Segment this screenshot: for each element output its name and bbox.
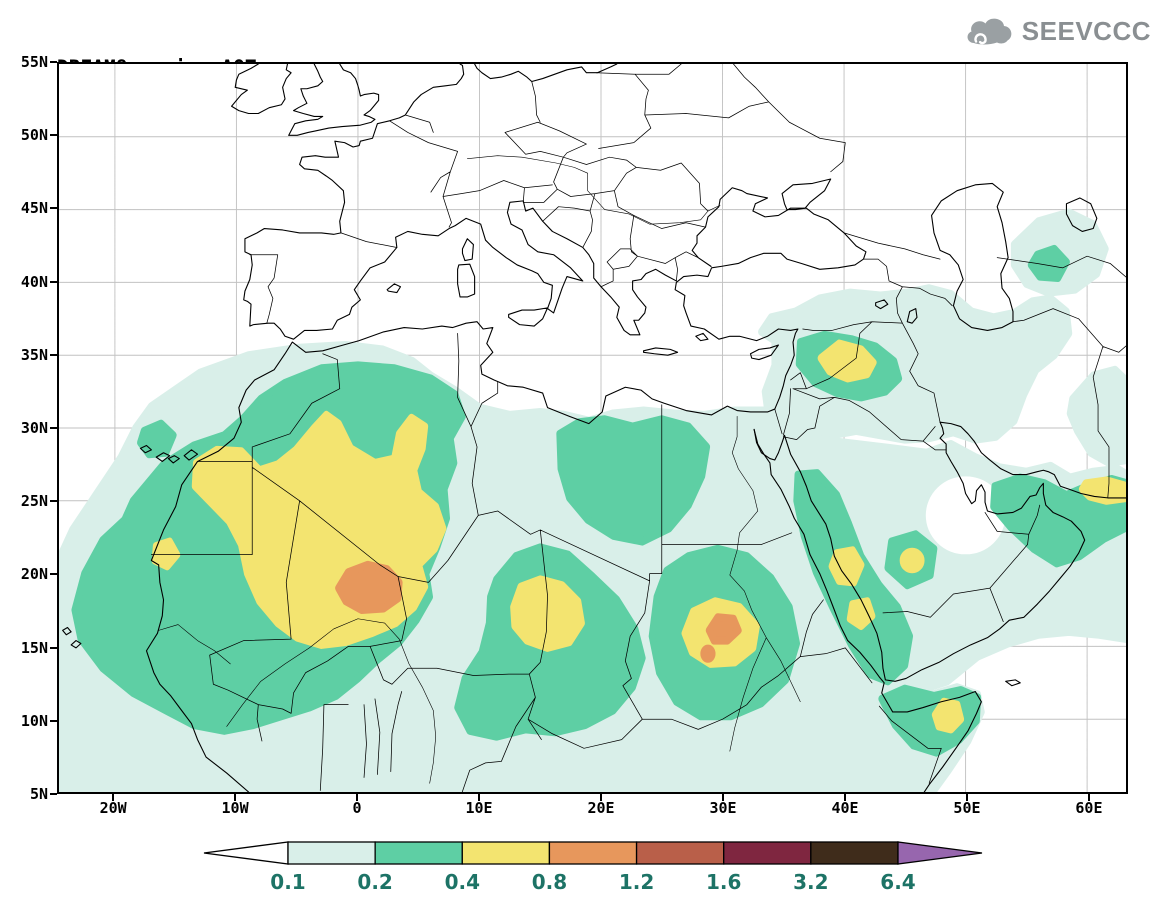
lat-tick [50,793,57,795]
lat-tick [50,646,57,649]
lon-tick [965,794,968,801]
colorbar-tick-label: 3.2 [793,870,828,894]
coast-europe [244,64,677,339]
seevccc-logo: SEEVCCC [963,14,1151,48]
lon-tick-label: 10E [465,799,493,817]
lon-tick-label: 30E [709,799,737,817]
lat-tick-label: 20N [20,565,48,584]
lon-tick-label: 40E [831,799,859,817]
lat-tick-label: 50N [20,126,48,145]
colorbar-segment [635,841,725,865]
lat-tick [50,353,57,356]
lon-tick-label: 20W [99,799,127,817]
colorbar-tick-label: 1.2 [619,870,654,894]
colorbar-segment [810,841,899,865]
aot-band-0.4-asir [846,597,876,631]
colorbar-right-arrow [897,841,983,865]
lat-tick [50,280,57,283]
colorbar-tick-label: 0.2 [357,870,392,894]
coast-azov [782,179,831,210]
lon-tick [478,794,481,801]
aot-band-0.8-sudan-spot [700,644,716,663]
aot-band-0.4-central-arabia-spot [899,547,925,574]
lon-tick-label: 0 [352,799,362,817]
lat-tick-label: 55N [20,53,48,71]
coast-ireland [232,64,292,114]
coastlines [63,64,1126,792]
aot-band-0.2-morocco-offshore [137,419,177,459]
colorbar: 0.1 0.2 0.4 0.8 1.2 1.6 3.2 6.4 [203,841,983,899]
aot-band-0.4-chad [510,575,585,652]
lat-tick-label: 40N [20,272,48,291]
logo-text: SEEVCCC [1021,15,1151,46]
coast-arabia-gulf [754,422,1126,681]
lon-tick-label: 10W [221,799,249,817]
lat-tick [50,427,57,429]
colorbar-segment [548,841,638,865]
lon-tick [844,794,846,801]
lon-tick [722,794,725,801]
aot-band-0.4-syria [817,339,877,383]
lat-tick-label: 35N [20,345,48,364]
lat-tick-label: 30N [20,419,48,437]
colorbar-segment [723,841,812,865]
lat-tick-label: 5N [29,785,48,803]
lat-tick-label: 25N [20,492,48,511]
aot-band-0.1-mideast [758,284,1073,447]
colorbar-segment [461,841,551,865]
coast-caspian [932,183,1013,330]
lat-tick [50,61,57,63]
aot-band-0.8-mali [335,560,403,615]
aot-band-0.2-libya-egypt [556,415,711,546]
map-frame [57,62,1128,794]
colorbar-tick-label: 6.4 [880,870,915,894]
borders-africa [151,333,941,792]
aot-hole-empty-quarter [925,476,1006,555]
aot-band-0.4-jeddah [828,546,865,587]
aot-band-0.4-ws-coast [151,537,181,571]
country-borders [151,64,1126,792]
cloud-logo-icon [967,18,1012,45]
coast-islands [63,239,1021,686]
lon-tick-label: 50E [953,799,981,817]
coast-aral [1066,198,1096,231]
colorbar-segment [287,841,376,865]
river-lines [159,156,801,784]
lat-tick [50,134,57,137]
aot-band-0.4-somalia [931,697,965,734]
aot-band-0.2-caspian-east [1027,244,1070,283]
colorbar-tick-label: 1.6 [706,870,741,894]
lon-tick [356,794,359,801]
aot-band-0.8-sudan [705,613,742,645]
lat-tick [50,500,57,503]
colorbar-left-arrow [203,841,289,865]
borders-europe [250,64,845,323]
aot-fill-layer [59,208,1126,792]
lat-tick-label: 10N [20,711,48,730]
rivers [159,156,801,784]
colorbar-segment [374,841,463,865]
lat-tick-label: 15N [20,638,48,657]
coast-baltic [475,64,617,81]
lon-tick-label: 20E [587,799,615,817]
colorbar-tick-label: 0.8 [532,870,567,894]
lat-tick [50,719,57,722]
colorbar-tick-label: 0.1 [270,870,305,894]
lon-tick [600,794,603,801]
lon-tick [112,794,115,801]
lon-tick [234,794,237,801]
coast-britain [289,64,379,135]
lat-tick-label: 45N [20,199,48,218]
coast-redsea-west-horn [754,429,981,792]
lon-tick [1087,794,1090,801]
lon-tick-label: 60E [1075,799,1103,817]
borders-mideast [775,233,1126,622]
lat-tick [50,573,57,576]
colorbar-scale: 0.1 0.2 0.4 0.8 1.2 1.6 3.2 6.4 [203,841,983,894]
map-canvas [59,64,1126,792]
colorbar-tick-label: 0.4 [445,870,480,894]
lat-tick [50,207,57,210]
